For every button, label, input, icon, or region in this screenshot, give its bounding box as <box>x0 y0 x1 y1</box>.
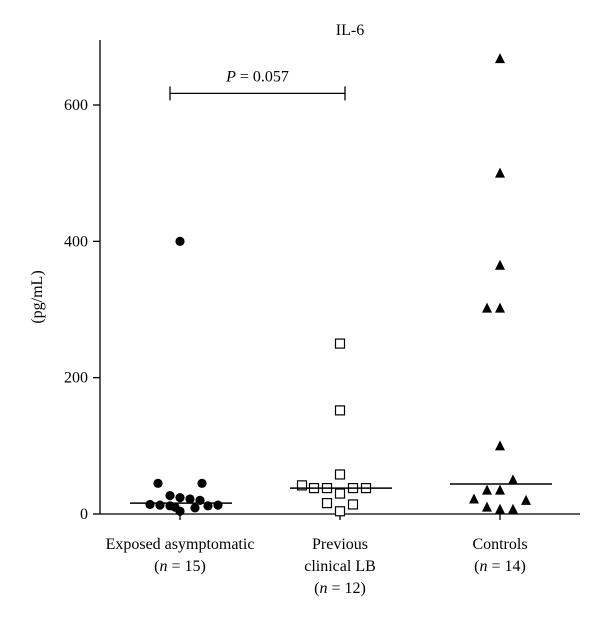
axes: 0 200 400 600 <box>64 40 580 523</box>
data-point <box>347 499 359 510</box>
y-tick-label: 600 <box>64 97 88 114</box>
category-label: (n = 14) <box>474 558 526 575</box>
data-point <box>334 506 346 517</box>
data-point <box>185 494 195 504</box>
data-point <box>495 440 505 451</box>
data-point <box>175 493 185 503</box>
data-point <box>495 167 505 178</box>
data-point <box>482 302 492 313</box>
y-tick-label: 400 <box>64 233 88 250</box>
category-label: Exposed asymptomatic <box>106 536 255 553</box>
y-tick-label: 200 <box>64 370 88 387</box>
data-point <box>334 405 346 416</box>
data-point <box>155 500 165 510</box>
category-label: Previous <box>312 536 368 553</box>
data-point <box>153 478 163 488</box>
data-point <box>521 494 531 505</box>
data-point <box>495 259 505 270</box>
y-axis-label: (pg/mL) <box>29 270 46 323</box>
data-point <box>469 493 479 504</box>
data-point <box>508 474 518 485</box>
data-point <box>175 236 185 246</box>
significance-annotation: P = 0.057 <box>169 68 346 101</box>
data-point <box>165 490 175 501</box>
data-point <box>190 503 200 513</box>
data-point <box>145 499 155 510</box>
data-point <box>482 484 492 495</box>
data-point <box>495 53 505 64</box>
category-label: (n = 15) <box>154 558 206 575</box>
data-point <box>175 506 185 516</box>
data-point <box>334 338 346 349</box>
data-point <box>508 503 518 514</box>
data-points <box>145 53 531 517</box>
chart-title: IL-6 <box>336 22 364 39</box>
category-label: clinical LB <box>304 558 376 575</box>
p-value-label: P = 0.057 <box>225 68 289 85</box>
median-lines <box>130 483 552 504</box>
data-point <box>321 497 333 509</box>
y-tick-label: 0 <box>80 506 88 523</box>
category-label: (n = 12) <box>314 580 366 597</box>
data-point <box>296 480 308 491</box>
data-point <box>482 501 492 512</box>
data-point <box>495 503 505 514</box>
data-point <box>495 484 505 495</box>
data-point <box>334 488 346 499</box>
category-labels: Exposed asymptomatic (n = 15) Previous clin… <box>106 536 528 597</box>
data-point <box>495 302 505 313</box>
data-point <box>334 469 346 480</box>
data-point <box>197 478 207 488</box>
data-point <box>213 500 223 510</box>
category-label: Controls <box>472 536 527 553</box>
